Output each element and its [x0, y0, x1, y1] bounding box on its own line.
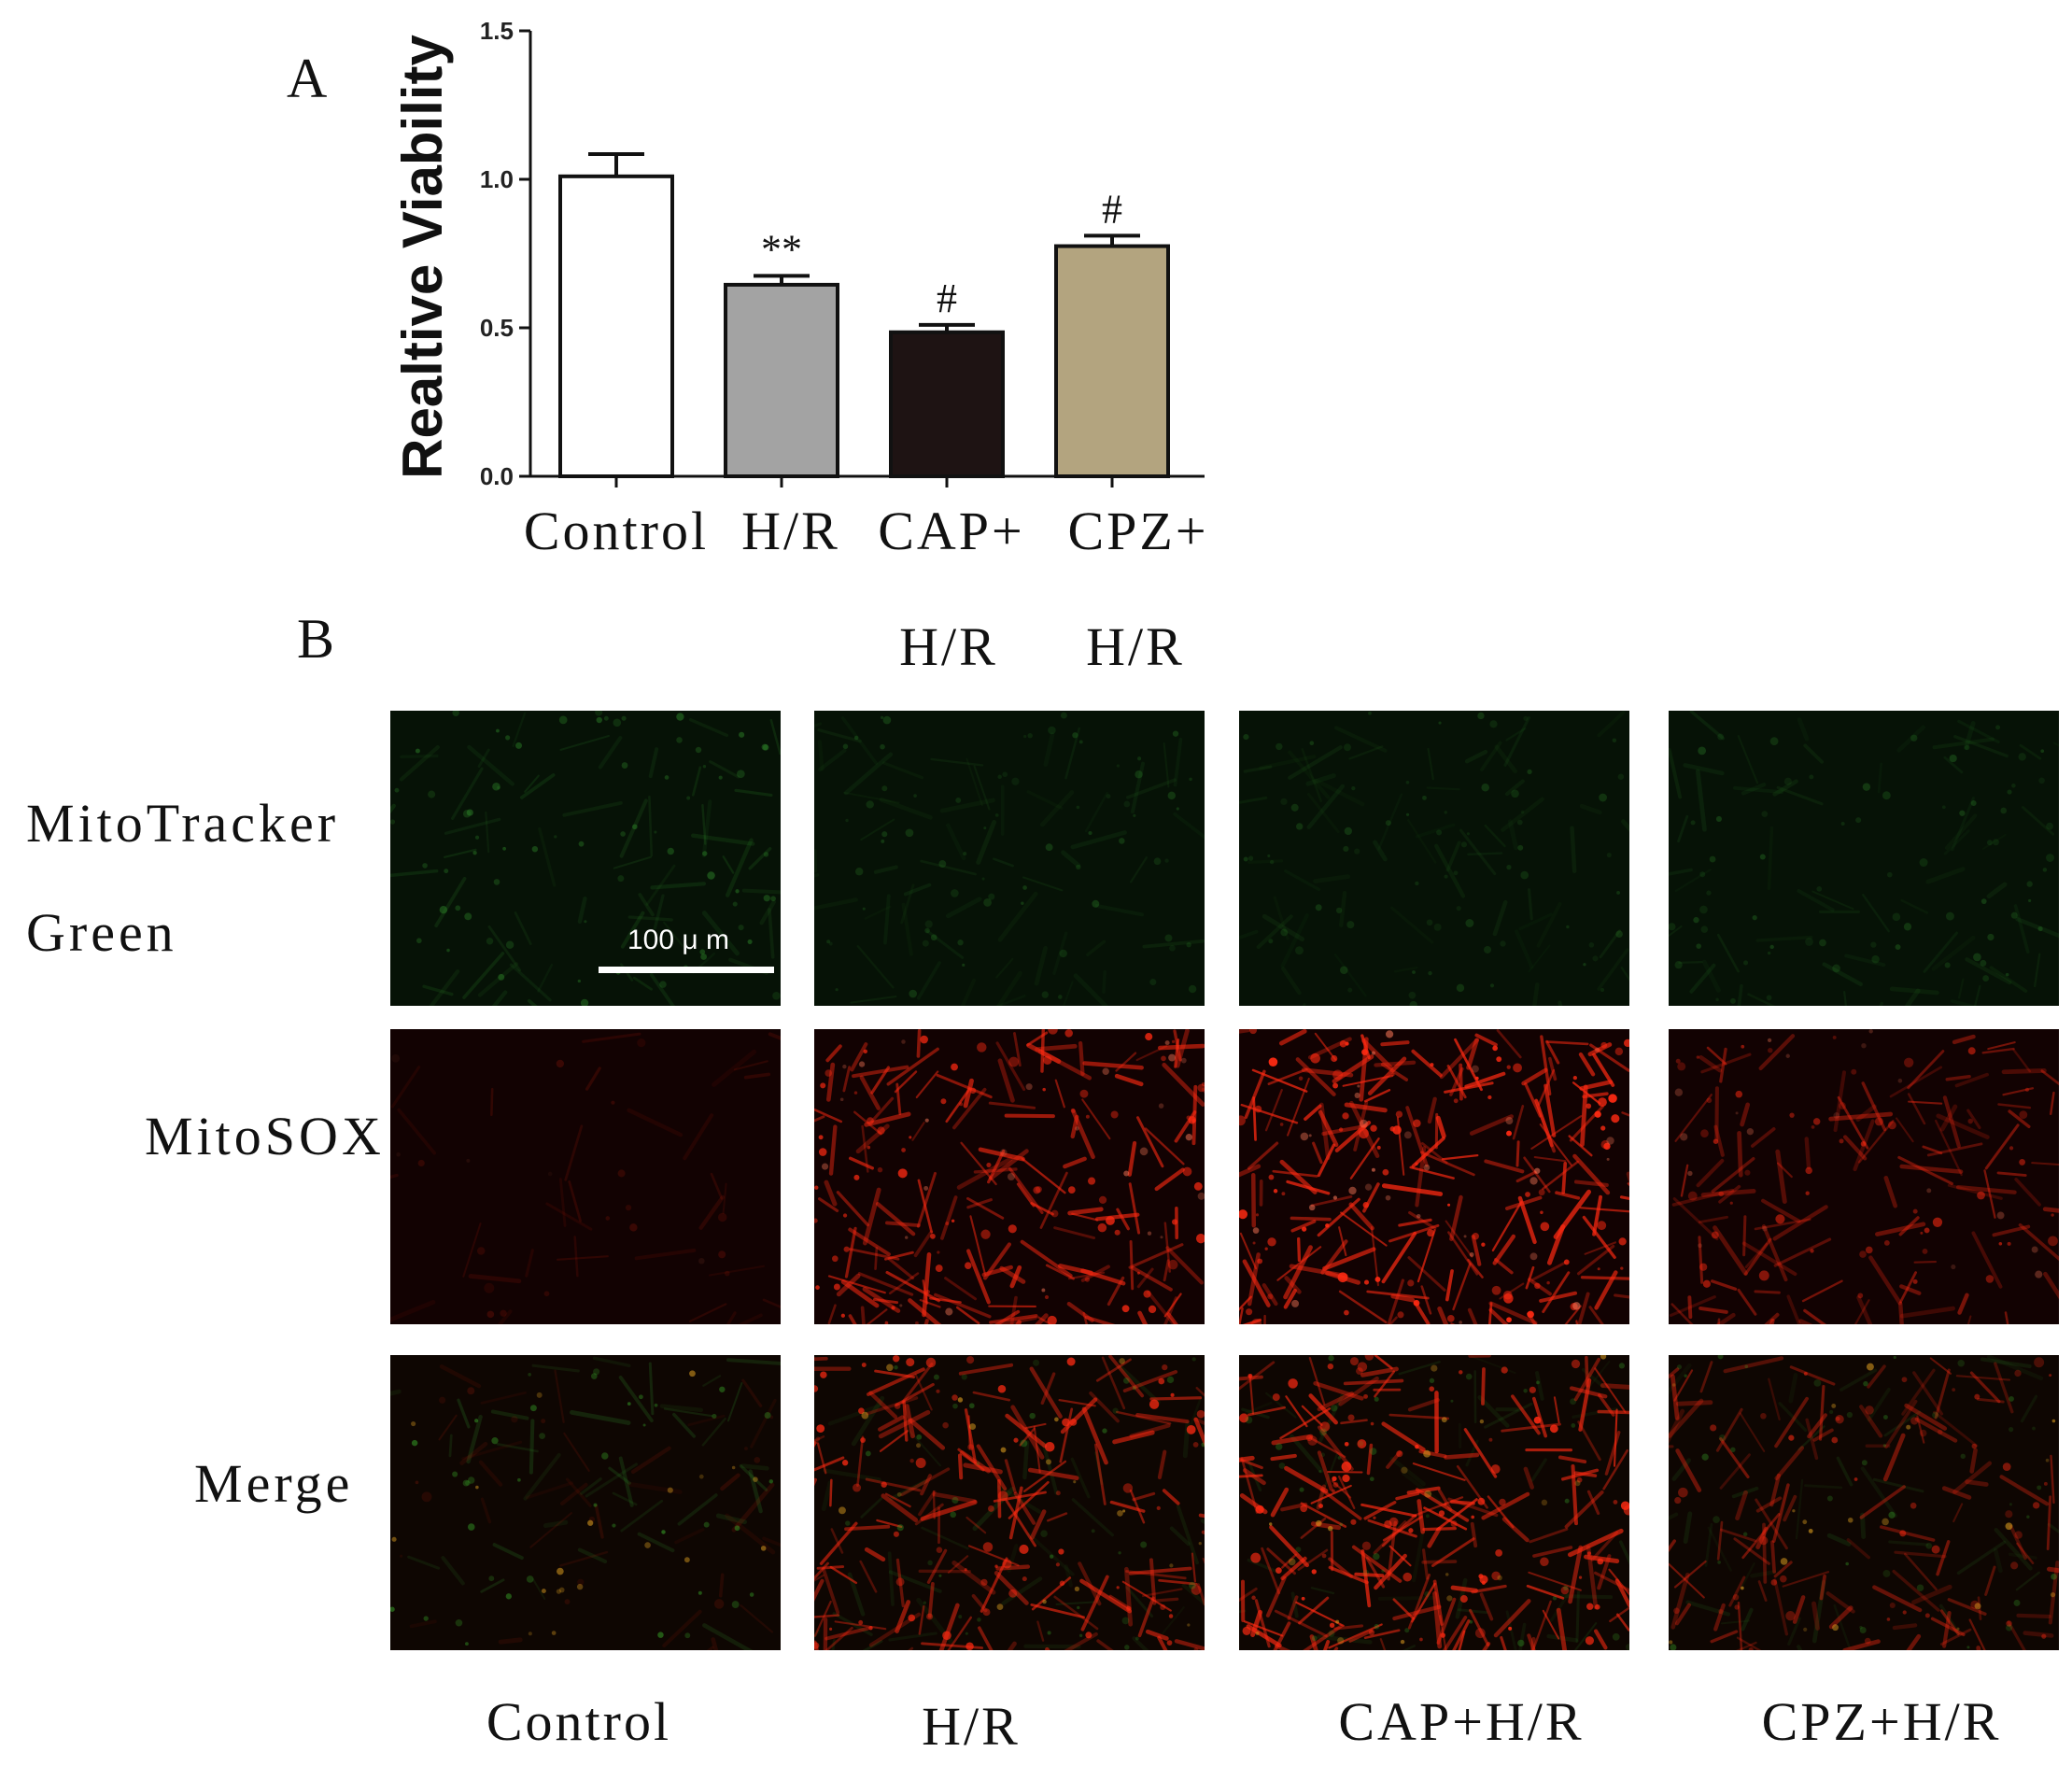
micrograph-mitosox-cpz-hr	[1669, 1029, 2059, 1324]
y-axis-label: Realtive Viability	[391, 34, 454, 478]
micrograph-mitosox-control	[390, 1029, 781, 1324]
x-tick-label: CAP+	[878, 501, 1025, 561]
micrograph-mitotracker-hr	[814, 711, 1205, 1006]
row-label-mitotracker-line1: MitoTracker	[26, 793, 340, 854]
row-label-mitotracker: MitoTracker Green	[26, 792, 339, 964]
panel-a-label: A	[287, 48, 328, 109]
micrograph-texture	[1669, 711, 2059, 1006]
bar	[724, 282, 839, 479]
micrograph-mitotracker-cap-hr	[1239, 711, 1629, 1006]
scale-bar	[599, 967, 774, 973]
col-label-cap-hr: CAP+H/R	[1338, 1691, 1585, 1752]
y-tick-label: 1.0	[480, 165, 514, 193]
significance-label: #	[1102, 186, 1122, 232]
micrograph-texture	[390, 1355, 781, 1650]
micrograph-merge-cpz-hr	[1669, 1355, 2059, 1650]
micrograph-texture	[814, 711, 1205, 1006]
bar	[889, 330, 1005, 478]
scale-bar-label: 100 μ m	[627, 925, 729, 955]
micrograph-mitotracker-control	[390, 711, 781, 1006]
micrograph-mitosox-hr	[814, 1029, 1205, 1324]
x-tick-label: Control	[524, 501, 709, 561]
x-tick-label: H/R	[1086, 616, 1185, 677]
row-label-mitosox: MitoSOX	[145, 1106, 385, 1166]
bar	[558, 174, 674, 478]
micrograph-mitotracker-cpz-hr	[1669, 711, 2059, 1006]
x-tick-label: H/R	[741, 501, 840, 561]
row-label-merge: Merge	[194, 1453, 354, 1514]
col-label-hr: H/R	[922, 1696, 1021, 1757]
micrograph-texture	[1669, 1355, 2059, 1650]
micrograph-texture	[1239, 711, 1629, 1006]
micrograph-mitosox-cap-hr	[1239, 1029, 1629, 1324]
panel-b-label: B	[297, 608, 335, 670]
row-label-mitotracker-line2: Green	[26, 902, 177, 963]
micrograph-merge-cap-hr	[1239, 1355, 1629, 1650]
micrograph-merge-control	[390, 1355, 781, 1650]
micrograph-texture	[814, 1029, 1205, 1324]
micrograph-texture	[1669, 1029, 2059, 1324]
bar	[1054, 244, 1170, 478]
y-tick-label: 0.5	[480, 314, 514, 342]
x-tick-label: H/R	[899, 616, 998, 677]
col-label-cpz-hr: CPZ+H/R	[1761, 1691, 2002, 1752]
significance-label: **	[761, 226, 802, 272]
col-label-control: Control	[486, 1691, 672, 1752]
x-tick-label: CPZ+	[1067, 501, 1208, 561]
micrograph-texture	[1239, 1355, 1629, 1650]
micrograph-texture	[390, 1029, 781, 1324]
micrograph-texture	[390, 711, 781, 1006]
significance-label: #	[937, 275, 957, 321]
viability-bar-chart: 0.0 0.5 1.0 1.5 Realtive Viability Control ** H…	[391, 17, 1208, 677]
micrograph-merge-hr	[814, 1355, 1205, 1650]
y-tick-label: 0.0	[480, 462, 514, 490]
micrograph-texture	[1239, 1029, 1629, 1324]
micrograph-texture	[814, 1355, 1205, 1650]
y-tick-label: 1.5	[480, 17, 514, 45]
